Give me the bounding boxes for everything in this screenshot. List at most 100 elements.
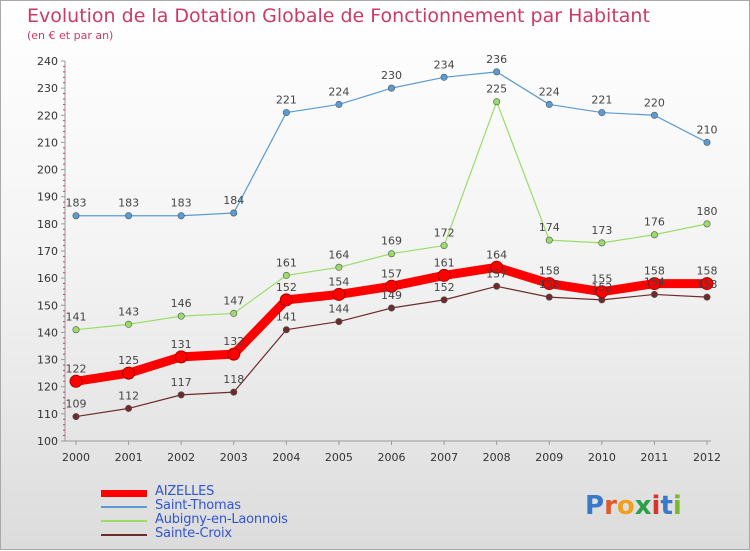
data-label: 125 bbox=[118, 354, 139, 367]
data-label: 224 bbox=[328, 85, 349, 98]
data-label: 154 bbox=[644, 275, 665, 288]
y-tick-label: 150 bbox=[37, 299, 58, 312]
data-label: 234 bbox=[434, 58, 455, 71]
y-tick-label: 210 bbox=[37, 136, 58, 149]
legend-swatch bbox=[101, 520, 147, 522]
y-tick-label: 190 bbox=[37, 191, 58, 204]
data-point bbox=[598, 239, 606, 247]
data-label: 112 bbox=[118, 389, 139, 402]
data-point bbox=[700, 277, 714, 291]
data-label: 132 bbox=[223, 335, 244, 348]
data-point bbox=[545, 293, 553, 301]
data-label: 118 bbox=[223, 373, 244, 386]
y-tick-label: 170 bbox=[37, 245, 58, 258]
data-label: 221 bbox=[276, 94, 297, 107]
data-point bbox=[72, 326, 80, 334]
data-label: 164 bbox=[486, 248, 507, 261]
y-tick-label: 130 bbox=[37, 354, 58, 367]
data-point bbox=[387, 84, 395, 92]
x-tick-label: 2003 bbox=[220, 451, 248, 464]
data-label: 153 bbox=[697, 278, 718, 291]
data-label: 131 bbox=[171, 338, 192, 351]
data-point bbox=[703, 220, 711, 228]
data-point bbox=[227, 347, 241, 361]
data-point bbox=[125, 212, 133, 220]
data-point bbox=[493, 98, 501, 106]
x-tick-label: 2010 bbox=[588, 451, 616, 464]
data-point bbox=[385, 279, 398, 293]
y-tick-label: 220 bbox=[37, 109, 58, 122]
y-tick-label: 230 bbox=[37, 82, 58, 95]
x-tick-label: 2008 bbox=[483, 451, 511, 464]
data-point bbox=[440, 242, 448, 250]
data-label: 141 bbox=[276, 311, 297, 324]
logo-letter: t bbox=[660, 491, 673, 521]
data-label: 180 bbox=[697, 205, 718, 218]
proxiti-logo: Proxiti bbox=[585, 491, 682, 521]
data-point bbox=[650, 231, 658, 239]
legend-label: Saint-Thomas bbox=[155, 498, 241, 513]
data-label: 210 bbox=[697, 123, 718, 136]
data-point bbox=[335, 318, 343, 326]
data-point bbox=[69, 374, 83, 388]
data-label: 146 bbox=[171, 297, 192, 310]
data-label: 172 bbox=[434, 227, 455, 240]
data-point bbox=[490, 260, 504, 274]
data-label: 183 bbox=[171, 197, 192, 210]
data-label: 157 bbox=[486, 267, 507, 280]
data-label: 174 bbox=[539, 221, 560, 234]
data-label: 183 bbox=[118, 197, 139, 210]
data-label: 143 bbox=[118, 305, 139, 318]
data-point bbox=[332, 287, 346, 301]
data-label: 117 bbox=[171, 376, 192, 389]
data-point bbox=[650, 111, 658, 119]
data-point bbox=[230, 309, 238, 317]
legend-label: AIZELLES bbox=[155, 484, 215, 499]
data-label: 155 bbox=[591, 273, 612, 286]
x-tick-label: 2004 bbox=[272, 451, 300, 464]
data-label: 220 bbox=[644, 96, 665, 109]
y-tick-label: 120 bbox=[37, 381, 58, 394]
logo-letter: x bbox=[634, 491, 652, 521]
data-point bbox=[174, 350, 188, 364]
data-point bbox=[122, 366, 136, 380]
chart-subtitle: (en € et par an) bbox=[27, 29, 114, 42]
data-label: 164 bbox=[328, 248, 349, 261]
data-point bbox=[279, 293, 293, 307]
data-label: 154 bbox=[328, 275, 349, 288]
data-label: 230 bbox=[381, 69, 402, 82]
data-label: 141 bbox=[66, 311, 87, 324]
data-point bbox=[598, 109, 606, 117]
chart-title: Evolution de la Dotation Globale de Fonc… bbox=[27, 5, 650, 27]
y-tick-label: 140 bbox=[37, 326, 58, 339]
logo-letter: o bbox=[616, 491, 635, 521]
data-label: 169 bbox=[381, 235, 402, 248]
x-tick-label: 2007 bbox=[430, 451, 458, 464]
data-label: 152 bbox=[591, 281, 612, 294]
data-label: 147 bbox=[223, 294, 244, 307]
x-tick-label: 2002 bbox=[167, 451, 195, 464]
data-point bbox=[230, 388, 238, 396]
data-label: 184 bbox=[223, 194, 244, 207]
series-line bbox=[75, 71, 708, 217]
data-label: 153 bbox=[539, 278, 560, 291]
logo-letter: P bbox=[585, 491, 605, 521]
logo-letter: i bbox=[672, 491, 682, 521]
data-point bbox=[282, 326, 290, 334]
data-label: 144 bbox=[328, 303, 349, 316]
data-point bbox=[545, 236, 553, 244]
data-point bbox=[387, 250, 395, 258]
data-point bbox=[125, 404, 133, 412]
y-tick-label: 100 bbox=[37, 435, 58, 448]
x-tick-label: 2006 bbox=[378, 451, 406, 464]
data-point bbox=[72, 413, 80, 421]
data-label: 158 bbox=[644, 265, 665, 278]
y-tick-label: 160 bbox=[37, 272, 58, 285]
data-label: 152 bbox=[434, 281, 455, 294]
data-label: 236 bbox=[486, 53, 507, 66]
data-label: 152 bbox=[276, 281, 297, 294]
data-point bbox=[177, 391, 185, 399]
data-point bbox=[335, 100, 343, 108]
data-point bbox=[72, 212, 80, 220]
